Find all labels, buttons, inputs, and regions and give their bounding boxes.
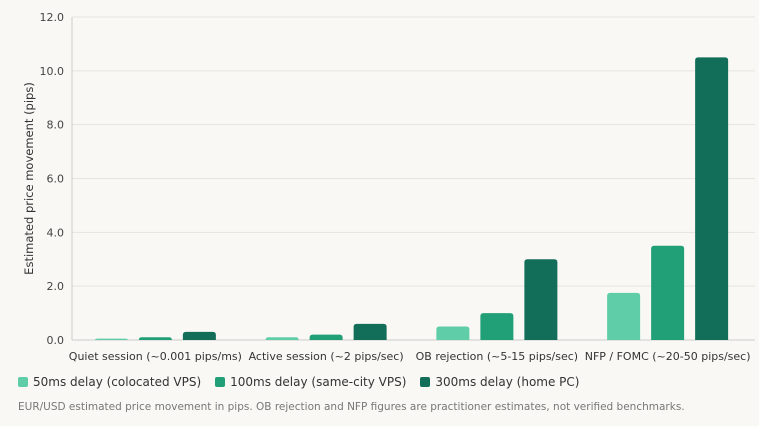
bar [436,326,470,340]
bar [94,338,128,340]
y-axis-label: Estimated price movement (pips) [22,82,36,275]
legend-swatch [18,377,28,387]
x-tick-label: Active session (~2 pips/sec) [249,350,404,363]
legend-item: 100ms delay (same-city VPS) [215,375,406,389]
y-tick-label: 6.0 [47,173,65,186]
legend-swatch [215,377,226,387]
y-tick-label: 2.0 [47,280,65,293]
bar [265,337,299,340]
bar [182,331,216,340]
y-tick-label: 0.0 [47,334,65,347]
bar [138,337,172,340]
bar [524,259,558,340]
legend-item: 50ms delay (colocated VPS) [18,375,201,389]
footnote: EUR/USD estimated price movement in pips… [18,401,685,413]
bar [353,323,387,340]
bar [695,57,729,340]
bar [651,245,685,340]
legend-swatch [420,377,431,387]
x-tick-label: Quiet session (~0.001 pips/ms) [69,350,242,363]
x-tick-label: NFP / FOMC (~20-50 pips/sec) [585,350,751,363]
x-tick-label: OB rejection (~5-15 pips/sec) [416,350,578,363]
y-tick-label: 8.0 [47,119,65,132]
y-tick-label: 4.0 [47,226,65,239]
legend-label: 50ms delay (colocated VPS) [33,375,202,389]
y-tick-label: 12.0 [40,11,65,24]
bar [480,313,514,340]
legend-label: 100ms delay (same-city VPS) [230,375,407,389]
legend-label: 300ms delay (home PC) [435,375,580,389]
legend-item: 300ms delay (home PC) [420,375,579,389]
bar-chart: 0.0 2.0 4.0 6.0 8.0 10.0 12.0 Estimated price m… [22,11,755,363]
bar [309,334,343,340]
y-tick-label: 10.0 [40,65,65,78]
legend: 50ms delay (colocated VPS) 100ms delay (s… [18,375,579,389]
bar [607,292,641,340]
